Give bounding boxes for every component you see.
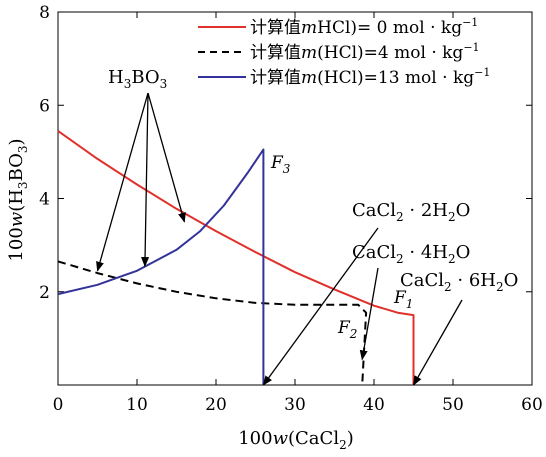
annotation-cacl2-2h2o: CaCl2 · 2H2O xyxy=(352,200,470,224)
y-tick-label: 8 xyxy=(39,3,50,23)
arrow-cacl2-2h2o xyxy=(262,227,379,386)
x-tick-label: 10 xyxy=(126,395,148,415)
plot-frame xyxy=(57,11,533,386)
arrow-cacl2-6h2o xyxy=(412,299,463,386)
legend-label-2: 计算值m(HCl)=13 mol · kg−1 xyxy=(250,66,490,88)
arrow-cacl2-4h2o xyxy=(359,267,379,361)
y-axis-title: 100w(H3BO3) xyxy=(6,138,30,261)
annotation-h3bo3: H3BO3 xyxy=(108,67,167,91)
label-f2: F2 xyxy=(337,318,357,341)
legend: 计算值mHCl)= 0 mol · kg−1 计算值m(HCl)=4 mol ·… xyxy=(198,16,490,88)
label-f1: F1 xyxy=(393,288,413,311)
legend-label-0: 计算值mHCl)= 0 mol · kg−1 xyxy=(250,16,478,38)
series-line-1 xyxy=(57,260,368,386)
annotation-cacl2-4h2o: CaCl2 · 4H2O xyxy=(352,242,470,266)
x-tick-label: 20 xyxy=(205,395,227,415)
y-tick-label: 6 xyxy=(39,96,50,116)
arrow-h3bo3-red xyxy=(147,92,186,223)
series-line-0 xyxy=(57,130,415,385)
y-tick-label: 4 xyxy=(39,190,50,210)
annotation-cacl2-6h2o: CaCl2 · 6H2O xyxy=(400,270,518,294)
y-tick-label: 2 xyxy=(39,283,50,303)
legend-label-1: 计算值m(HCl)=4 mol · kg−1 xyxy=(250,41,480,63)
tick-labels: 0 10 20 30 40 50 60 2 4 6 8 xyxy=(39,3,543,415)
x-tick-label: 50 xyxy=(442,395,464,415)
arrow-h3bo3-dashed xyxy=(96,92,149,272)
annotation-arrows xyxy=(96,92,463,386)
label-f3: F3 xyxy=(270,153,291,176)
series-line-2 xyxy=(57,148,265,385)
x-tick-label: 0 xyxy=(53,395,64,415)
arrow-h3bo3-blue xyxy=(141,92,150,268)
x-tick-label: 30 xyxy=(284,395,306,415)
x-tick-label: 40 xyxy=(363,395,385,415)
x-axis-title: 100w(CaCl2) xyxy=(238,428,354,452)
series-layer xyxy=(57,130,415,386)
x-tick-label: 60 xyxy=(521,395,543,415)
